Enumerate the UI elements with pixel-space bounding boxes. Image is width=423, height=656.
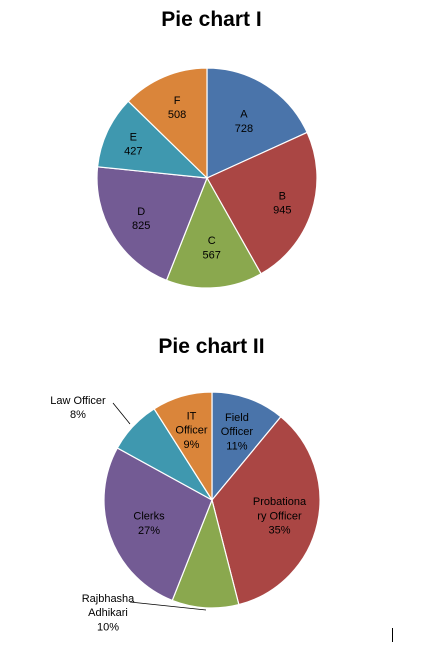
- pie1-slice-f: [127, 67, 208, 180]
- pie-chart-2-title: Pie chart II: [158, 335, 265, 358]
- pie1-label-c: C 567: [203, 235, 221, 261]
- pie1-label-a: A 728: [235, 108, 253, 134]
- pie1-slice-e: [96, 100, 209, 179]
- text-cursor: [392, 628, 393, 642]
- pie1-label-b: B 945: [273, 190, 291, 216]
- pie-chart-2: Field Officer 11% Probationa ry Officer 35% Ra…: [50, 391, 321, 634]
- pie2-label-field-officer: Field Officer 11%: [221, 412, 254, 453]
- pie-chart-1-title: Pie chart I: [161, 8, 262, 31]
- pie1-label-e: E 427: [124, 131, 142, 157]
- pie2-leader-line-law-officer: [112, 402, 131, 425]
- pie1-slice-a: [206, 67, 308, 179]
- pie1-slice-c: [165, 176, 262, 289]
- pie2-slice-probationary-officer: [211, 415, 321, 606]
- pie2-label-law-officer: Law Officer 8%: [50, 395, 106, 421]
- pie2-leader-line-rajbhasha-adhikari: [129, 601, 207, 611]
- pie1-slice-d: [96, 166, 208, 282]
- pie1-label-f: F 508: [168, 95, 186, 121]
- pie-chart-1: A 728 B 945 C 567 D 825 E 427 F 508: [96, 67, 318, 289]
- pie2-label-clerks: Clerks 27%: [133, 511, 165, 537]
- pie2-label-it-officer: IT Officer 9%: [175, 410, 208, 451]
- pie1-slice-b: [206, 131, 318, 275]
- pie2-slice-it-officer: [153, 391, 213, 503]
- pie2-slice-clerks: [103, 447, 213, 602]
- pie2-label-probationary-officer: Probationa ry Officer 35%: [253, 496, 307, 537]
- pie2-slice-field-officer: [211, 391, 282, 502]
- pie2-label-rajbhasha-adhikari: Rajbhasha Adhikari 10%: [82, 593, 135, 634]
- pie1-label-d: D 825: [132, 206, 150, 232]
